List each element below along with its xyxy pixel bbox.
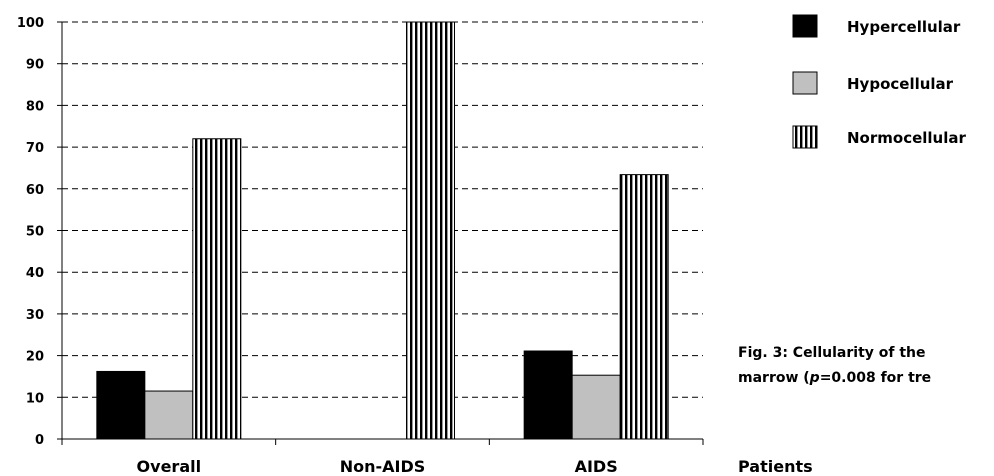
legend-swatch-hypercellular: [792, 14, 818, 38]
bar-hypercellular-overall: [96, 370, 146, 440]
x-label-non-aids: Non-AIDS: [340, 457, 426, 476]
legend: Hypercellular Hypocellular Normocellular: [792, 14, 966, 149]
legend-swatch-normocellular: [792, 125, 818, 149]
figure-caption-line2: marrow (p=0.008 for tre: [738, 370, 931, 386]
y-tick-label-100: 100: [17, 16, 44, 31]
x-axis-labels: Overall Non-AIDS AIDS: [137, 457, 618, 476]
x-label-overall: Overall: [137, 457, 202, 476]
y-tick-label-80: 80: [26, 99, 44, 114]
legend-swatch-hypocellular: [792, 71, 818, 95]
x-label-aids: AIDS: [575, 457, 618, 476]
y-tick-label-40: 40: [26, 266, 44, 281]
gridlines: [62, 21, 703, 398]
y-tick-label-70: 70: [26, 141, 44, 156]
y-tick-label-60: 60: [26, 183, 44, 198]
bar-normocellular-overall: [192, 138, 242, 440]
bar-normocellular-aids: [619, 174, 669, 440]
y-tick-label-0: 0: [35, 433, 44, 448]
bar-hypercellular-aids: [523, 350, 573, 440]
bar-hypocellular-overall: [144, 390, 194, 440]
y-tick-label-30: 30: [26, 308, 44, 323]
y-tick-label-50: 50: [26, 225, 44, 240]
bar-hypocellular-aids: [571, 374, 621, 440]
figure-caption-line1: Fig. 3: Cellularity of the: [738, 345, 926, 361]
legend-label-hypercellular: Hypercellular: [847, 18, 961, 36]
x-axis-title: Patients: [738, 457, 813, 476]
legend-label-hypocellular: Hypocellular: [847, 75, 954, 93]
legend-label-normocellular: Normocellular: [847, 129, 966, 147]
y-axis-ticks: 0 10 20 30 40 50 60 70 80 90 100: [17, 16, 62, 448]
y-tick-label-10: 10: [26, 391, 44, 406]
y-tick-label-90: 90: [26, 58, 44, 73]
y-tick-label-20: 20: [26, 350, 44, 365]
bar-normocellular-non-aids: [406, 21, 455, 440]
bars: [96, 21, 669, 440]
